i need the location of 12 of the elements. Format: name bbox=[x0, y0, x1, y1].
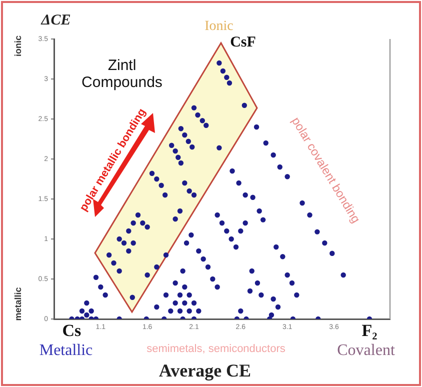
annotation: Cs bbox=[62, 321, 82, 341]
text: Metallic bbox=[39, 342, 93, 360]
text: ionic bbox=[13, 35, 23, 57]
text: Ionic bbox=[204, 19, 234, 35]
annotation: CsF bbox=[230, 34, 256, 52]
text: metallic bbox=[13, 287, 23, 321]
x-axis-title: Average CE bbox=[158, 360, 252, 382]
text: Covalent bbox=[337, 342, 395, 360]
text: semimetals, semiconductors bbox=[146, 343, 286, 355]
annotation: F₂ bbox=[362, 321, 378, 341]
y-axis-title: ΔCE bbox=[41, 12, 71, 30]
annotation: Zintl Compounds bbox=[80, 57, 164, 91]
